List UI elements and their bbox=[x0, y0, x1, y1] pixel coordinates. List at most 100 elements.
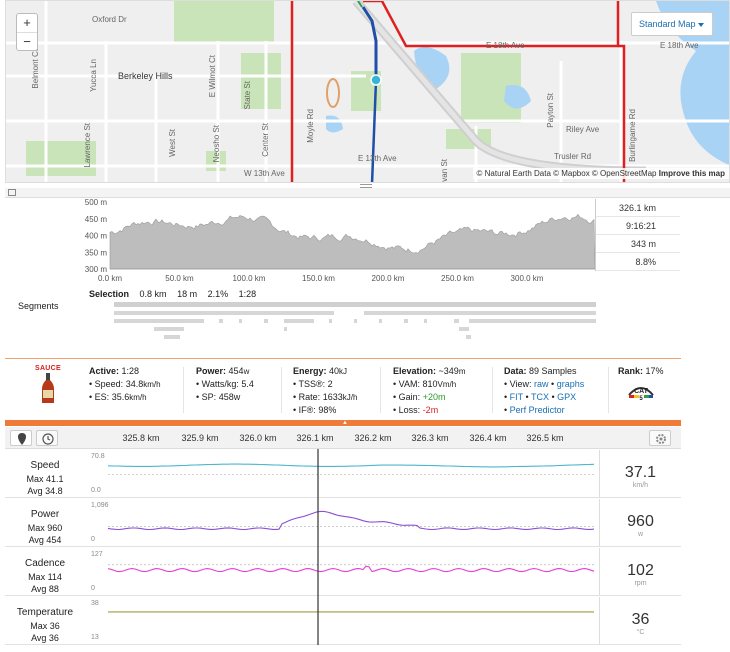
attribution-text[interactable]: © Natural Earth Data © Mapbox © OpenStre… bbox=[476, 169, 657, 178]
elevation-x-tick: 150.0 km bbox=[302, 274, 335, 283]
stream-title: Power bbox=[30, 509, 60, 520]
view-graphs-link[interactable]: graphs bbox=[556, 379, 585, 389]
export-fit-link[interactable]: FIT bbox=[509, 392, 523, 402]
segment-bar[interactable] bbox=[469, 319, 596, 323]
elevation-at-cursor: 343 m bbox=[596, 235, 680, 253]
export-tcx-link[interactable]: TCX bbox=[531, 392, 549, 402]
stream-value: 36 bbox=[631, 611, 650, 628]
segment-bar[interactable] bbox=[424, 319, 427, 323]
data-stats: Data: 89 Samples • View: raw • graphs • … bbox=[504, 366, 585, 415]
cat-badge-text: CAT bbox=[634, 388, 649, 395]
zoom-out-button[interactable]: − bbox=[17, 32, 37, 50]
improve-map-link[interactable]: Improve this map bbox=[658, 169, 725, 178]
segment-bar[interactable] bbox=[364, 311, 596, 315]
active-stats: Active: 1:28 • Speed: 34.8km/h • ES: 35.… bbox=[89, 366, 161, 402]
sample-count: 89 Samples bbox=[529, 366, 577, 376]
segment-bar[interactable] bbox=[329, 319, 332, 323]
segment-bar[interactable] bbox=[114, 319, 204, 323]
stream-avg: Avg 454 bbox=[28, 535, 62, 545]
stream-label: Temperature Max 36 Avg 36 bbox=[5, 597, 85, 644]
segment-bar[interactable] bbox=[459, 327, 469, 331]
expand-icon[interactable] bbox=[8, 189, 16, 196]
axis-max-label: 127 bbox=[91, 551, 103, 558]
gear-icon bbox=[656, 434, 666, 444]
stream-row-cadence[interactable]: Cadence Max 114 Avg 88 127 0 102 rpm bbox=[5, 548, 681, 596]
selection-distance: 0.8 km bbox=[139, 289, 167, 299]
stream-label: Power Max 960 Avg 454 bbox=[5, 499, 85, 546]
elevation-x-tick: 250.0 km bbox=[441, 274, 474, 283]
map-label: E 13th Ave bbox=[358, 154, 397, 163]
stream-row-power[interactable]: Power Max 960 Avg 454 1,096 0 960 w bbox=[5, 499, 681, 547]
stream-row-speed[interactable]: Speed Max 41.1 Avg 34.8 70.8 0.0 37.1 km… bbox=[5, 450, 681, 498]
segment-bar[interactable] bbox=[114, 311, 334, 315]
energy-unit: kJ bbox=[339, 367, 348, 376]
sauce-wordmark: SAUCE bbox=[34, 365, 61, 372]
power-value: 454 bbox=[228, 366, 244, 376]
view-raw-link[interactable]: raw bbox=[534, 379, 549, 389]
segment-bar[interactable] bbox=[379, 319, 382, 323]
position-marker bbox=[370, 74, 382, 86]
map-label: E 18th Ave bbox=[660, 41, 699, 50]
selection-gain: 18 m bbox=[177, 289, 198, 299]
tab-map-marker[interactable] bbox=[10, 430, 32, 446]
segment-bar[interactable] bbox=[454, 319, 459, 323]
loss-value: -2m bbox=[422, 405, 439, 415]
segment-bar[interactable] bbox=[264, 319, 268, 323]
elevation-header bbox=[5, 188, 730, 198]
es-unit: km/h bbox=[129, 393, 147, 402]
map-canvas[interactable] bbox=[6, 1, 730, 183]
segment-bar[interactable] bbox=[284, 327, 287, 331]
energy-stats: Energy: 40kJ • TSS®: 2 • Rate: 1633kJ/h … bbox=[293, 366, 358, 415]
perf-predictor-link[interactable]: Perf Predictor bbox=[509, 405, 565, 415]
route-map[interactable]: Oxford Dr Berkeley Hills Belmont Ct Yucc… bbox=[5, 0, 730, 183]
speed-label: Speed: bbox=[94, 379, 124, 389]
segments-label: Segments bbox=[18, 301, 59, 311]
segment-bar[interactable] bbox=[164, 335, 180, 339]
settings-button[interactable] bbox=[649, 430, 671, 446]
map-label: Neosho St bbox=[212, 125, 221, 163]
distance-tick: 326.4 km bbox=[469, 433, 507, 443]
segment-bar[interactable] bbox=[354, 319, 357, 323]
stream-max: Max 960 bbox=[27, 523, 63, 533]
segment-bar[interactable] bbox=[284, 319, 314, 323]
map-type-label: Standard Map bbox=[639, 19, 696, 29]
stream-title: Speed bbox=[30, 460, 60, 471]
total-distance: 326.1 km bbox=[596, 199, 680, 217]
export-gpx-link[interactable]: GPX bbox=[557, 392, 577, 402]
axis-min-label: 0.0 bbox=[91, 487, 101, 494]
stream-max: Max 114 bbox=[28, 572, 62, 582]
tab-clock[interactable] bbox=[36, 430, 58, 446]
elevation-x-tick: 200.0 km bbox=[372, 274, 405, 283]
map-label: Belmont Ct bbox=[31, 49, 40, 89]
segment-bar[interactable] bbox=[154, 327, 184, 331]
map-resize-handle[interactable] bbox=[360, 184, 372, 188]
elevation-y-tick: 400 m bbox=[85, 232, 108, 241]
segment-bar[interactable] bbox=[466, 335, 471, 339]
selection-summary: Selection 0.8 km 18 m 2.1% 1:28 bbox=[89, 289, 264, 299]
rate-unit: kJ/h bbox=[342, 393, 358, 402]
segment-bar[interactable] bbox=[219, 319, 223, 323]
panel-divider[interactable]: ▲ bbox=[5, 420, 681, 426]
cat-badge-icon[interactable]: CAT 5 bbox=[627, 381, 655, 401]
chevron-down-icon bbox=[698, 23, 704, 27]
map-label: State St bbox=[243, 81, 252, 110]
stream-title: Temperature bbox=[16, 607, 74, 618]
total-time: 9:16:21 bbox=[596, 217, 680, 235]
export-separator: • bbox=[523, 392, 531, 402]
map-label: Berkeley Hills bbox=[118, 71, 173, 81]
chevron-up-icon[interactable]: ▲ bbox=[342, 420, 348, 426]
map-type-select[interactable]: Standard Map bbox=[631, 12, 713, 36]
segment-bar[interactable] bbox=[114, 302, 596, 307]
segment-bar[interactable] bbox=[239, 319, 242, 323]
elevation-stats: 326.1 km 9:16:21 343 m 8.8% bbox=[595, 199, 680, 271]
stream-unit: km/h bbox=[632, 482, 649, 489]
map-label: Oxford Dr bbox=[92, 15, 127, 24]
es-value: 35.6 bbox=[111, 392, 130, 402]
segments-track[interactable] bbox=[114, 300, 596, 350]
segment-bar[interactable] bbox=[404, 319, 408, 323]
zoom-in-button[interactable]: + bbox=[23, 15, 31, 30]
stream-row-temperature[interactable]: Temperature Max 36 Avg 36 38 13 36 °C bbox=[5, 597, 681, 645]
power-label: Power: bbox=[196, 366, 227, 376]
elevation-chart[interactable]: 500 m 450 m 400 m 350 m 300 m 0.0 km 50.0 km 1… bbox=[70, 199, 610, 289]
selection-stats-panel: SAUCE Active: 1:28 • Speed: 34.8km/h • E… bbox=[5, 358, 681, 420]
